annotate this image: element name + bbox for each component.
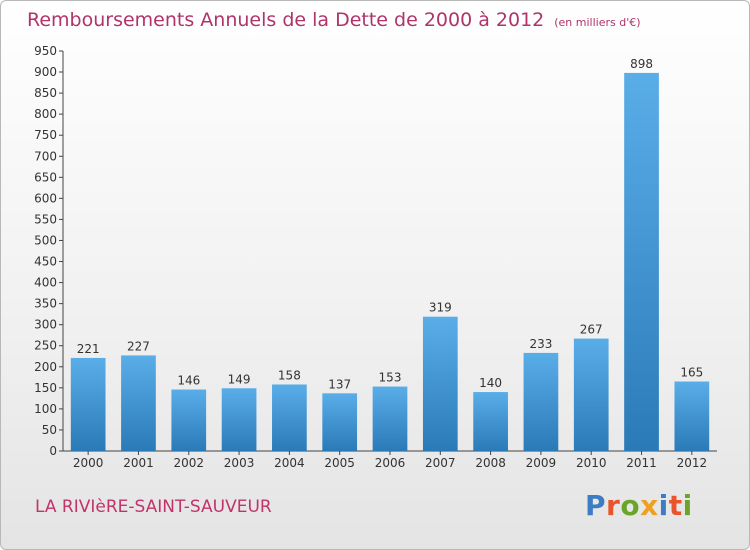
data-label-2008: 140 bbox=[479, 376, 502, 390]
y-tick-label: 450 bbox=[34, 255, 57, 269]
y-tick-label: 0 bbox=[49, 444, 57, 458]
bar-2009 bbox=[523, 352, 559, 451]
bar-2001 bbox=[121, 355, 156, 451]
y-tick-label: 250 bbox=[34, 339, 57, 353]
data-label-2004: 158 bbox=[278, 368, 301, 382]
x-tick-label-2000: 2000 bbox=[73, 456, 104, 470]
bar-2007 bbox=[422, 316, 458, 451]
x-tick-label-2010: 2010 bbox=[576, 456, 607, 470]
data-label-2010: 267 bbox=[580, 323, 603, 337]
bar-2012 bbox=[674, 381, 710, 451]
y-tick-label: 50 bbox=[42, 423, 57, 437]
y-tick-label: 200 bbox=[34, 360, 57, 374]
logo-letter: i bbox=[682, 489, 693, 522]
logo-letter: r bbox=[606, 489, 621, 522]
logo-letter: i bbox=[658, 489, 669, 522]
y-tick-label: 300 bbox=[34, 318, 57, 332]
commune-name: LA RIVIèRE-SAINT-SAUVEUR bbox=[35, 497, 272, 517]
bar-2005 bbox=[322, 393, 358, 451]
y-tick-label: 800 bbox=[34, 107, 57, 121]
data-label-2007: 319 bbox=[429, 301, 452, 315]
data-label-2012: 165 bbox=[680, 366, 703, 380]
y-tick-label: 100 bbox=[34, 402, 57, 416]
data-label-2009: 233 bbox=[529, 337, 552, 351]
x-tick-label-2002: 2002 bbox=[173, 456, 204, 470]
chart-title: Remboursements Annuels de la Dette de 20… bbox=[27, 9, 641, 31]
data-label-2011: 898 bbox=[630, 57, 653, 71]
bar-2003 bbox=[221, 388, 257, 451]
proxiti-logo[interactable]: Proxiti bbox=[585, 489, 693, 522]
y-tick-label: 550 bbox=[34, 212, 57, 226]
bar-2004 bbox=[272, 384, 307, 451]
data-label-2005: 137 bbox=[328, 377, 351, 391]
data-label-2001: 227 bbox=[127, 339, 150, 353]
y-tick-label: 500 bbox=[34, 233, 57, 247]
y-tick-label: 850 bbox=[34, 86, 57, 100]
y-tick-label: 950 bbox=[34, 44, 57, 58]
x-tick-label-2007: 2007 bbox=[425, 456, 456, 470]
x-tick-label-2005: 2005 bbox=[324, 456, 355, 470]
bar-2008 bbox=[473, 392, 508, 451]
data-label-2000: 221 bbox=[77, 342, 100, 356]
x-tick-label-2003: 2003 bbox=[224, 456, 255, 470]
y-tick-label: 700 bbox=[34, 149, 57, 163]
x-tick-label-2004: 2004 bbox=[274, 456, 305, 470]
logo-letter: t bbox=[668, 489, 683, 522]
data-label-2002: 146 bbox=[177, 374, 200, 388]
y-tick-label: 600 bbox=[34, 191, 57, 205]
x-tick-label-2008: 2008 bbox=[475, 456, 506, 470]
chart-title-text: Remboursements Annuels de la Dette de 20… bbox=[27, 9, 545, 31]
bars bbox=[70, 72, 710, 451]
data-label-2006: 153 bbox=[379, 371, 402, 385]
bar-2006 bbox=[372, 386, 408, 451]
y-tick-label: 150 bbox=[34, 381, 57, 395]
logo-letter: o bbox=[620, 489, 641, 522]
y-tick-label: 650 bbox=[34, 170, 57, 184]
bar-2002 bbox=[171, 389, 207, 451]
y-tick-label: 400 bbox=[34, 276, 57, 290]
logo-letter: x bbox=[640, 489, 659, 522]
logo-letter: P bbox=[585, 489, 607, 522]
chart-unit-label: (en milliers d'€) bbox=[554, 16, 641, 29]
y-tick-label: 750 bbox=[34, 128, 57, 142]
bar-2011 bbox=[624, 72, 659, 451]
x-tick-label-2001: 2001 bbox=[123, 456, 154, 470]
y-tick-label: 900 bbox=[34, 65, 57, 79]
y-tick-label: 350 bbox=[34, 297, 57, 311]
x-tick-label-2006: 2006 bbox=[375, 456, 406, 470]
x-tick-label-2012: 2012 bbox=[677, 456, 708, 470]
data-labels: 221 227 146 149 158 137 153 319 140 233 267 898 165 bbox=[77, 57, 704, 391]
bar-2010 bbox=[573, 338, 609, 451]
bar-2000 bbox=[70, 357, 106, 451]
data-label-2003: 149 bbox=[228, 372, 251, 386]
x-tick-label-2011: 2011 bbox=[626, 456, 657, 470]
x-tick-label-2009: 2009 bbox=[526, 456, 557, 470]
